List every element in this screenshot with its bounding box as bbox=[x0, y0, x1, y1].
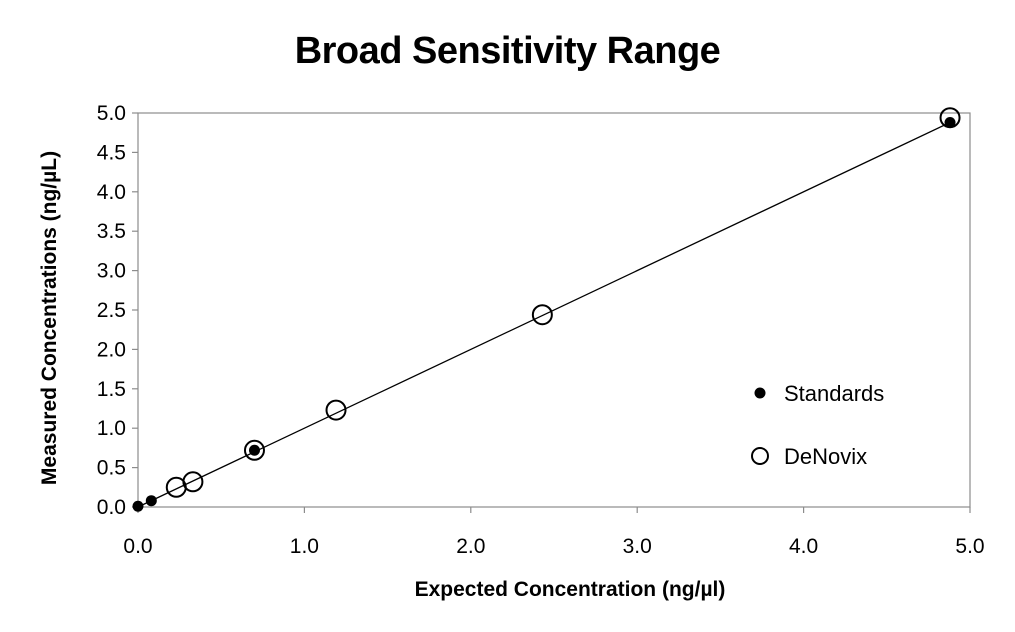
chart-title: Broad Sensitivity Range bbox=[294, 30, 721, 72]
y-axis-title: Measured Concentrations (ng/µL) bbox=[38, 151, 61, 485]
x-tick-label: 5.0 bbox=[955, 535, 984, 558]
x-tick-label: 4.0 bbox=[789, 535, 818, 558]
x-tick-label: 3.0 bbox=[623, 535, 652, 558]
y-tick-label: 0.0 bbox=[97, 496, 126, 519]
legend-label: Standards bbox=[784, 381, 884, 406]
denovix-point bbox=[531, 304, 553, 326]
denovix-point bbox=[243, 439, 265, 461]
standards-point bbox=[248, 444, 260, 456]
denovix-point bbox=[182, 471, 204, 493]
x-tick-label: 2.0 bbox=[456, 535, 485, 558]
legend-marker-denovix bbox=[751, 447, 769, 465]
y-tick-label: 1.5 bbox=[97, 378, 126, 401]
y-tick-label: 2.0 bbox=[97, 338, 126, 361]
y-tick-label: 4.0 bbox=[97, 181, 126, 204]
y-tick-label: 0.5 bbox=[97, 457, 126, 480]
y-tick-label: 5.0 bbox=[97, 102, 126, 125]
legend-marker-standards bbox=[754, 387, 766, 399]
y-tick-label: 3.5 bbox=[97, 220, 126, 243]
y-tick-label: 4.5 bbox=[97, 141, 126, 164]
legend: Standards DeNovix bbox=[751, 381, 884, 469]
standards-point bbox=[944, 116, 956, 128]
x-tick-label: 0.0 bbox=[123, 535, 152, 558]
trendline bbox=[137, 120, 954, 508]
denovix-point bbox=[325, 399, 347, 421]
legend-label: DeNovix bbox=[784, 444, 867, 469]
x-tick-label: 1.0 bbox=[290, 535, 319, 558]
x-axis-title: Expected Concentration (ng/µl) bbox=[415, 578, 726, 601]
y-tick-label: 1.0 bbox=[97, 417, 126, 440]
y-tick-label: 2.5 bbox=[97, 299, 126, 322]
standards-point bbox=[132, 500, 144, 512]
y-tick-label: 3.0 bbox=[97, 260, 126, 283]
standards-point bbox=[145, 495, 157, 507]
